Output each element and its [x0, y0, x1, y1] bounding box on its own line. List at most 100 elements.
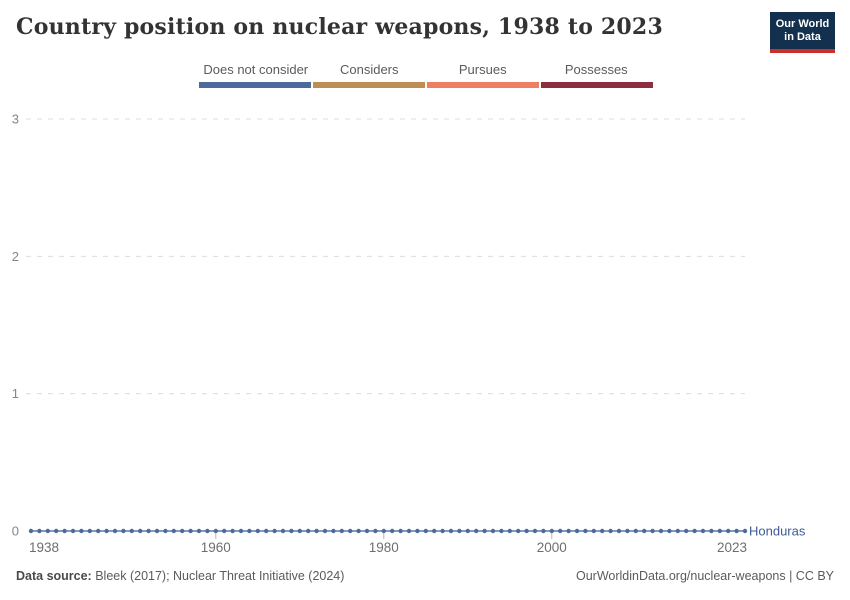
data-point[interactable]: [574, 528, 580, 534]
data-point[interactable]: [163, 528, 168, 534]
data-point[interactable]: [726, 528, 731, 534]
data-point[interactable]: [474, 528, 479, 534]
data-point[interactable]: [297, 528, 302, 534]
data-point[interactable]: [566, 528, 571, 534]
data-point[interactable]: [322, 528, 328, 534]
data-point[interactable]: [675, 528, 680, 534]
legend-item-pursues[interactable]: Pursues: [458, 62, 507, 77]
data-point[interactable]: [448, 528, 454, 534]
data-point[interactable]: [356, 528, 361, 534]
legend-swatch-possesses[interactable]: [541, 82, 653, 88]
data-point[interactable]: [62, 528, 67, 534]
owid-logo[interactable]: Our World in Data: [770, 12, 835, 53]
data-point[interactable]: [406, 528, 412, 534]
data-point[interactable]: [625, 528, 630, 534]
y-axis-tick-label: 1: [12, 386, 19, 401]
data-point[interactable]: [373, 528, 378, 534]
data-point[interactable]: [549, 528, 554, 534]
data-point[interactable]: [104, 528, 109, 534]
data-point[interactable]: [70, 528, 76, 534]
data-point[interactable]: [96, 528, 101, 534]
data-point[interactable]: [700, 528, 706, 534]
data-point[interactable]: [742, 528, 748, 534]
data-point[interactable]: [684, 528, 689, 534]
data-point[interactable]: [398, 528, 403, 534]
data-point[interactable]: [558, 528, 563, 534]
data-point[interactable]: [45, 528, 50, 534]
data-point[interactable]: [154, 528, 160, 534]
data-point[interactable]: [213, 528, 218, 534]
data-point[interactable]: [280, 528, 286, 534]
data-point[interactable]: [465, 528, 470, 534]
legend-item-considers[interactable]: Considers: [339, 62, 399, 77]
data-point[interactable]: [440, 528, 445, 534]
data-point[interactable]: [54, 528, 59, 534]
data-point[interactable]: [600, 528, 605, 534]
data-point[interactable]: [289, 528, 294, 534]
data-point[interactable]: [121, 528, 126, 534]
data-point[interactable]: [306, 528, 311, 534]
legend-swatch-considers[interactable]: [313, 82, 425, 88]
data-point[interactable]: [205, 528, 210, 534]
legend-item-does-not-consider[interactable]: Does not consider: [203, 62, 309, 77]
data-point[interactable]: [709, 528, 714, 534]
data-point[interactable]: [658, 528, 664, 534]
data-point[interactable]: [230, 528, 235, 534]
data-point[interactable]: [238, 528, 244, 534]
data-point[interactable]: [37, 528, 42, 534]
data-point[interactable]: [734, 528, 739, 534]
data-point[interactable]: [112, 528, 118, 534]
legend: Does not consider Considers Pursues Poss…: [199, 62, 653, 88]
data-point[interactable]: [650, 528, 655, 534]
data-point[interactable]: [692, 528, 697, 534]
data-point[interactable]: [28, 528, 34, 534]
data-point[interactable]: [633, 528, 638, 534]
data-point[interactable]: [364, 528, 370, 534]
data-point[interactable]: [255, 528, 260, 534]
data-point[interactable]: [79, 528, 84, 534]
data-point[interactable]: [516, 528, 521, 534]
data-point[interactable]: [264, 528, 269, 534]
data-point[interactable]: [591, 528, 596, 534]
data-point[interactable]: [331, 528, 336, 534]
series-entity-label[interactable]: Honduras: [749, 524, 806, 539]
data-point[interactable]: [423, 528, 428, 534]
data-point[interactable]: [196, 528, 202, 534]
data-point[interactable]: [524, 528, 529, 534]
legend-item-possesses[interactable]: Possesses: [564, 62, 628, 77]
data-point[interactable]: [432, 528, 437, 534]
data-point[interactable]: [348, 528, 353, 534]
data-point[interactable]: [129, 528, 134, 534]
data-point[interactable]: [499, 528, 504, 534]
data-point[interactable]: [87, 528, 93, 534]
data-point[interactable]: [541, 528, 546, 534]
data-point[interactable]: [490, 528, 496, 534]
data-point[interactable]: [415, 528, 420, 534]
data-point[interactable]: [608, 528, 613, 534]
data-point[interactable]: [222, 528, 227, 534]
data-point[interactable]: [390, 528, 395, 534]
data-point[interactable]: [482, 528, 487, 534]
data-point[interactable]: [247, 528, 252, 534]
data-point[interactable]: [642, 528, 647, 534]
data-point[interactable]: [457, 528, 462, 534]
data-point[interactable]: [138, 528, 143, 534]
data-point[interactable]: [507, 528, 512, 534]
data-point[interactable]: [314, 528, 319, 534]
data-point[interactable]: [667, 528, 672, 534]
data-point[interactable]: [180, 528, 185, 534]
data-point[interactable]: [339, 528, 344, 534]
data-point[interactable]: [272, 528, 277, 534]
data-point[interactable]: [381, 528, 386, 534]
data-point[interactable]: [616, 528, 622, 534]
attribution-link[interactable]: OurWorldinData.org/nuclear-weapons | CC …: [576, 569, 834, 583]
data-point[interactable]: [146, 528, 151, 534]
legend-swatch-pursues[interactable]: [427, 82, 539, 88]
x-axis-tick-label: 1938: [29, 540, 59, 555]
data-point[interactable]: [171, 528, 176, 534]
legend-swatch-does-not-consider[interactable]: [199, 82, 311, 88]
data-point[interactable]: [717, 528, 722, 534]
data-point[interactable]: [188, 528, 193, 534]
data-point[interactable]: [583, 528, 588, 534]
data-point[interactable]: [532, 528, 538, 534]
